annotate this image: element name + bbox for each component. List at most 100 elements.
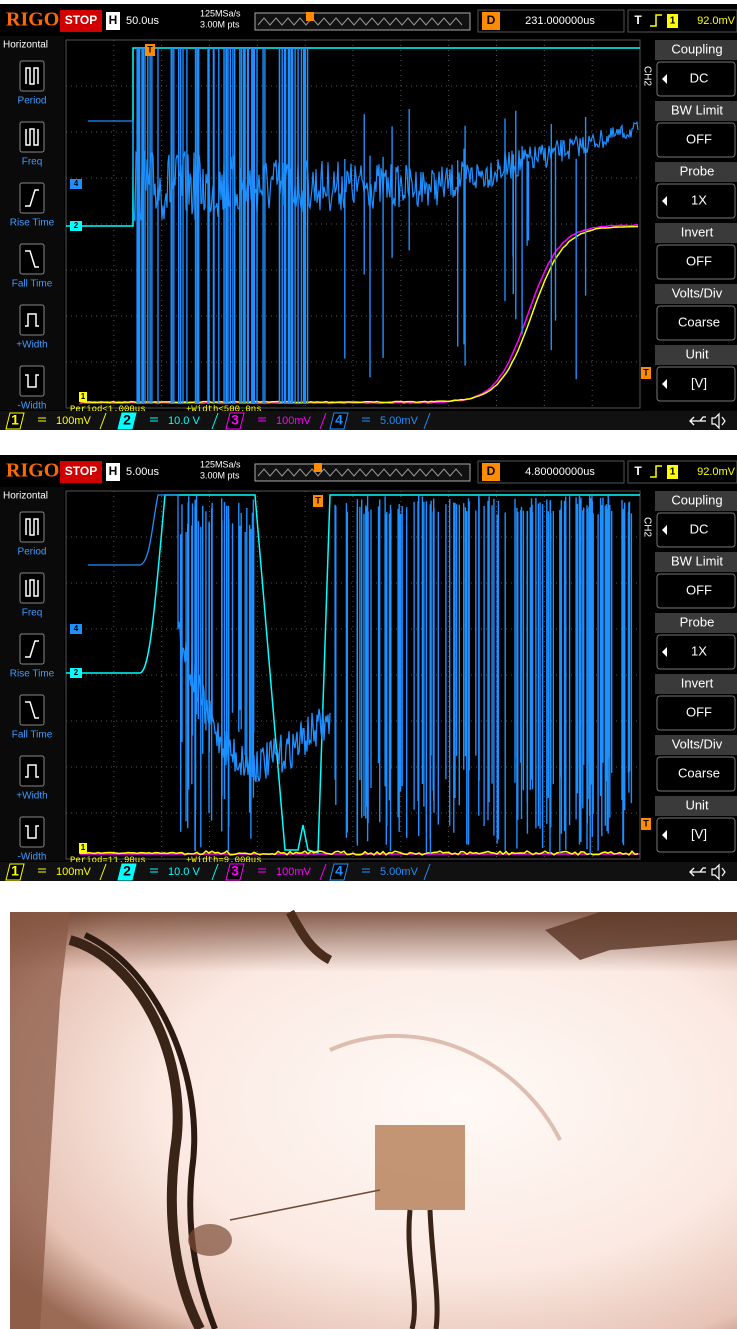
channel-number: 2: [123, 412, 131, 428]
softkey-label: Volts/Div: [672, 285, 723, 300]
measure-button[interactable]: [20, 695, 44, 725]
channel-marker: 2: [74, 221, 79, 230]
channel-scale: 100mV: [276, 866, 312, 878]
measure-icon-frame: [20, 366, 44, 396]
left-menu-title: Horizontal: [3, 491, 48, 502]
measure-button[interactable]: [20, 756, 44, 786]
softkey-label: Unit: [685, 346, 709, 361]
trigger-level: 92.0mV: [697, 15, 736, 27]
measure-button[interactable]: [20, 122, 44, 152]
measure-button[interactable]: [20, 366, 44, 396]
measure-icon-frame: [20, 756, 44, 786]
trigger-label: T: [634, 13, 642, 27]
photo: [10, 912, 737, 1329]
trigger-level: 92.0mV: [697, 466, 736, 478]
measure-button[interactable]: [20, 61, 44, 91]
menu-channel: CH2: [641, 66, 652, 86]
softkey-value: 1X: [691, 192, 707, 207]
measure-label: +Width: [16, 791, 47, 802]
timebase: 5.00us: [126, 466, 160, 478]
measure-button[interactable]: [20, 305, 44, 335]
memory-depth: 3.00M pts: [200, 19, 240, 29]
channel-scale: 100mV: [276, 415, 312, 427]
oscilloscope-screen: RIGOLSTOPH50.0us125MSa/s3.00M ptsD231.00…: [0, 4, 737, 430]
sample-rate: 125MSa/s: [200, 459, 241, 469]
component-box: [375, 1125, 465, 1210]
softkey[interactable]: Volts/Div Coarse: [655, 735, 737, 791]
channel-number: 3: [231, 863, 239, 879]
measure-label: Freq: [22, 157, 43, 168]
measure-button[interactable]: [20, 573, 44, 603]
softkey[interactable]: BW Limit OFF: [655, 101, 737, 157]
softkey[interactable]: Volts/Div Coarse: [655, 284, 737, 340]
trigger-label: T: [634, 464, 642, 478]
trigger-position-label: T: [147, 44, 153, 54]
measure-label: -Width: [18, 401, 47, 412]
softkey-value: 1X: [691, 643, 707, 658]
softkey-value: OFF: [686, 131, 712, 146]
channel-marker: 4: [74, 179, 79, 188]
softkey-label: Unit: [685, 797, 709, 812]
channel-scale: 100mV: [56, 866, 92, 878]
softkey-value: OFF: [686, 704, 712, 719]
measure-icon-frame: [20, 512, 44, 542]
timebase-label: H: [109, 464, 118, 478]
softkey-label: Coupling: [671, 492, 722, 507]
trigger-position-label: T: [315, 495, 321, 505]
channel-marker: 2: [74, 668, 79, 677]
softkey[interactable]: Unit [V]: [655, 345, 737, 401]
softkey-value: OFF: [686, 582, 712, 597]
channel-marker: 4: [74, 624, 79, 633]
measure-icon-frame: [20, 61, 44, 91]
softkey-value: Coarse: [678, 314, 720, 329]
softkey-value: DC: [690, 70, 709, 85]
softkey[interactable]: Probe 1X: [655, 162, 737, 218]
channel-marker: 1: [81, 843, 86, 852]
measure-icon-frame: [20, 573, 44, 603]
channel-scale: 100mV: [56, 415, 92, 427]
measure-button[interactable]: [20, 634, 44, 664]
measure-button[interactable]: [20, 817, 44, 847]
softkey-value: [V]: [691, 826, 707, 841]
measure-label: Period: [18, 96, 47, 107]
softkey-value: [V]: [691, 375, 707, 390]
run-state: STOP: [65, 13, 97, 27]
channel-number: 4: [335, 863, 343, 879]
measure-label: Rise Time: [10, 669, 55, 680]
channel-number: 3: [231, 412, 239, 428]
softkey-label: Volts/Div: [672, 736, 723, 751]
softkey-label: Coupling: [671, 41, 722, 56]
softkey-label: Probe: [680, 163, 715, 178]
measure-label: -Width: [18, 852, 47, 863]
channel-number: 4: [335, 412, 343, 428]
softkey[interactable]: BW Limit OFF: [655, 552, 737, 608]
trigger-level-label: T: [643, 818, 649, 828]
measure-button[interactable]: [20, 183, 44, 213]
photo-knot: [188, 1224, 232, 1256]
trigger-level-label: T: [643, 367, 649, 377]
channel-scale: 10.0 V: [168, 866, 200, 878]
memory-marker: [314, 463, 322, 472]
softkey[interactable]: Coupling DC: [655, 40, 737, 96]
softkey-label: BW Limit: [671, 102, 723, 117]
page: RIGOLSTOPH50.0us125MSa/s3.00M ptsD231.00…: [0, 0, 737, 1329]
timebase: 50.0us: [126, 15, 160, 27]
screenshot: RIGOLSTOPH50.0us125MSa/s3.00M ptsD231.00…: [0, 0, 737, 1329]
trigger-source: 1: [670, 16, 676, 27]
memory-depth: 3.00M pts: [200, 470, 240, 480]
measure-button[interactable]: [20, 512, 44, 542]
softkey-value: OFF: [686, 253, 712, 268]
sample-rate: 125MSa/s: [200, 8, 241, 18]
measure-label: Fall Time: [12, 279, 53, 290]
channel-number: 1: [11, 412, 19, 428]
measure-button[interactable]: [20, 244, 44, 274]
softkey-label: BW Limit: [671, 553, 723, 568]
memory-marker: [306, 12, 314, 21]
softkey-value: Coarse: [678, 765, 720, 780]
softkey[interactable]: Unit [V]: [655, 796, 737, 852]
